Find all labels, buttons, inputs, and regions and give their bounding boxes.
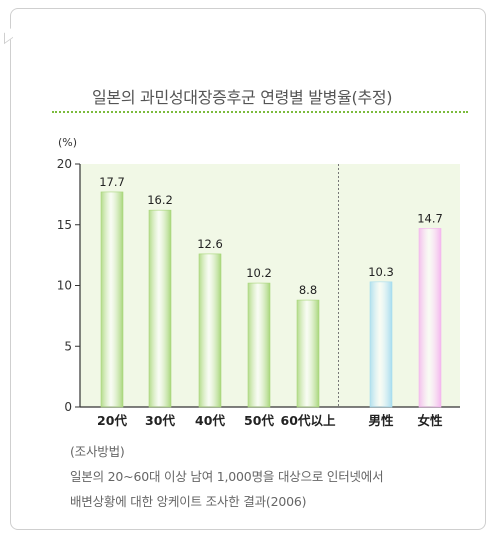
value-label-3: 10.2 (246, 266, 272, 280)
y-tick-label-5: 5 (64, 339, 72, 353)
value-label-2: 12.6 (197, 237, 223, 251)
bar-5 (369, 281, 393, 408)
category-label-1: 30代 (145, 413, 175, 428)
y-axis-unit-label: (%) (58, 136, 78, 149)
y-tick-label-20: 20 (57, 157, 72, 171)
value-label-1: 16.2 (147, 193, 173, 207)
bar-4 (296, 299, 320, 408)
bar-2 (198, 253, 222, 408)
value-label-0: 17.7 (99, 175, 125, 189)
y-tick-label-0: 0 (64, 400, 72, 414)
value-label-5: 10.3 (368, 265, 394, 279)
y-tick-label-10: 10 (57, 279, 72, 293)
method-line-2: 배변상황에 대한 앙케이트 조사한 결과(2006) (70, 494, 307, 509)
y-tick-label-15: 15 (57, 218, 72, 232)
category-label-4: 60代以上 (281, 413, 336, 428)
category-label-3: 50代 (244, 413, 274, 428)
category-label-2: 40代 (195, 413, 225, 428)
category-label-0: 20代 (97, 413, 127, 428)
bar-0 (100, 191, 124, 408)
method-line-1: 일본의 20~60대 이상 남여 1,000명을 대상으로 인터넷에서 (70, 469, 384, 484)
bar-3 (247, 282, 271, 408)
chart-title: 일본의 과민성대장증후군 연령별 발병율(추정) (92, 88, 393, 107)
method-heading: (조사방법) (70, 444, 125, 459)
category-label-5: 男性 (368, 413, 394, 428)
value-label-4: 8.8 (299, 283, 317, 297)
bar-1 (148, 209, 172, 408)
category-label-6: 女性 (417, 413, 443, 428)
value-label-6: 14.7 (417, 211, 443, 225)
title-divider (52, 111, 468, 113)
bar-6 (418, 228, 442, 408)
